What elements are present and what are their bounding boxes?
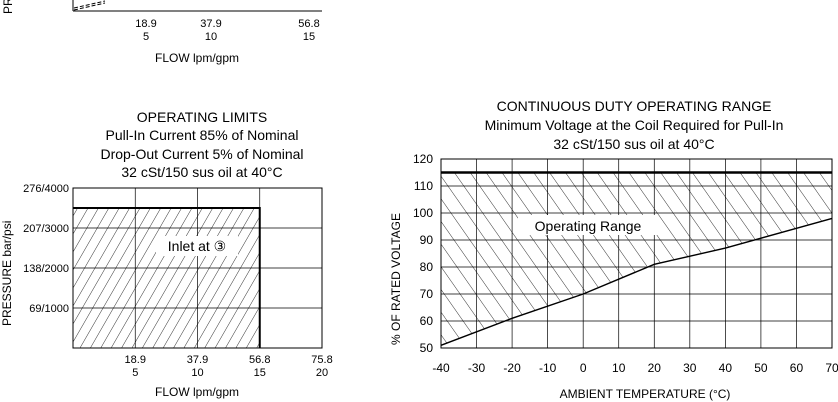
ol-title: OPERATING LIMITS xyxy=(137,109,267,125)
cd-subtitle-1: Minimum Voltage at the Coil Required for… xyxy=(485,117,784,133)
ol-y-tick-label: 276/4000 xyxy=(23,183,69,195)
ol-y-ticks: 69/1000 138/2000 207/3000 276/4000 xyxy=(23,183,69,315)
ol-x-tick-gpm: 15 xyxy=(254,367,266,379)
ol-subtitle-2: Drop-Out Current 5% of Nominal xyxy=(100,146,303,162)
cd-plot-frame xyxy=(440,158,833,349)
top-x-tick-gpm: 15 xyxy=(303,31,315,43)
top-x-tick-lpm: 56.8 xyxy=(298,18,319,30)
ol-x-tick-gpm: 20 xyxy=(316,367,328,379)
cd-label-bg xyxy=(518,215,658,235)
top-x-label: FLOW lpm/gpm xyxy=(155,51,239,65)
ol-y-tick-label: 138/2000 xyxy=(23,263,69,275)
ol-plot-frame xyxy=(72,187,323,349)
cd-x-ticks: -40 -30 -20 -10 0 10 20 30 40 50 60 70 xyxy=(432,361,838,375)
cd-y-tick-label: 100 xyxy=(413,206,433,220)
ol-y-tick-label: 69/1000 xyxy=(29,303,69,315)
cd-y-tick-label: 80 xyxy=(420,260,434,274)
cd-y-tick-label: 90 xyxy=(420,233,434,247)
cd-x-tick-label: 0 xyxy=(580,361,587,375)
top-x-tick-gpm: 5 xyxy=(143,31,149,43)
ol-region-label: Inlet at ③ xyxy=(168,238,226,254)
cd-y-tick-label: 70 xyxy=(420,287,434,301)
cd-y-ticks: 50 60 70 80 90 100 110 120 xyxy=(413,152,433,355)
cd-x-tick-label: 70 xyxy=(825,361,838,375)
chart-operating-limits: OPERATING LIMITS Pull-In Current 85% of … xyxy=(0,109,333,399)
ol-y-label: PRESSURE bar/psi xyxy=(0,221,14,326)
ol-limit-line xyxy=(73,207,261,348)
cd-y-tick-label: 50 xyxy=(420,341,434,355)
cd-y-tick-label: 60 xyxy=(420,314,434,328)
cd-x-tick-label: 20 xyxy=(648,361,662,375)
cd-subtitle-2: 32 cSt/150 sus oil at 40°C xyxy=(553,136,714,152)
cd-region-fill xyxy=(441,172,832,346)
ol-x-label: FLOW lpm/gpm xyxy=(155,385,239,399)
cd-x-tick-label: 30 xyxy=(683,361,697,375)
top-curve-a xyxy=(73,0,106,9)
top-x-tick-lpm: 18.9 xyxy=(135,18,156,30)
top-x-tick-lpm: 37.9 xyxy=(200,18,221,30)
cd-title: CONTINUOUS DUTY OPERATING RANGE xyxy=(497,98,772,114)
cd-y-label: % OF RATED VOLTAGE xyxy=(389,213,403,345)
cd-x-tick-label: 10 xyxy=(612,361,626,375)
ol-x-tick-lpm: 18.9 xyxy=(125,354,146,366)
ol-x-tick-gpm: 5 xyxy=(132,367,138,379)
cd-y-tick-label: 110 xyxy=(414,179,433,193)
cd-x-tick-label: -30 xyxy=(468,361,486,375)
cd-x-tick-label: 50 xyxy=(754,361,768,375)
ol-subtitle-1: Pull-In Current 85% of Nominal xyxy=(106,127,299,143)
top-x-tick-gpm: 10 xyxy=(205,31,217,43)
cd-grid xyxy=(441,159,832,348)
top-curve-b xyxy=(73,2,106,11)
cd-x-tick-label: -40 xyxy=(432,361,450,375)
ol-x-tick-lpm: 56.8 xyxy=(249,354,270,366)
ol-label-bg xyxy=(156,236,238,256)
cd-region-label: Operating Range xyxy=(535,218,642,234)
cd-x-tick-label: -10 xyxy=(539,361,557,375)
cd-x-tick-label: -20 xyxy=(503,361,521,375)
ol-x-ticks: 18.95 37.910 56.815 75.820 xyxy=(125,354,333,379)
cd-x-tick-label: 40 xyxy=(719,361,733,375)
top-y-label: PR xyxy=(1,0,15,14)
ol-subtitle-3: 32 cSt/150 sus oil at 40°C xyxy=(121,164,282,180)
cd-min-voltage-curve xyxy=(440,217,833,346)
chart-continuous-duty: CONTINUOUS DUTY OPERATING RANGE Minimum … xyxy=(389,98,838,401)
cd-x-label: AMBIENT TEMPERATURE (°C) xyxy=(560,387,731,401)
ol-y-tick-label: 207/3000 xyxy=(23,223,69,235)
ol-region-fill xyxy=(73,208,260,348)
cd-y-tick-label: 120 xyxy=(413,152,433,166)
cd-x-tick-label: 60 xyxy=(790,361,804,375)
ol-x-tick-lpm: 37.9 xyxy=(187,354,208,366)
ol-x-tick-lpm: 75.8 xyxy=(311,354,332,366)
top-x-ticks: 18.95 37.910 56.815 xyxy=(135,18,319,43)
chart-top-partial: PR 18.95 37.910 56.815 FLOW lpm/gpm xyxy=(1,0,322,65)
ol-x-tick-gpm: 10 xyxy=(191,367,203,379)
